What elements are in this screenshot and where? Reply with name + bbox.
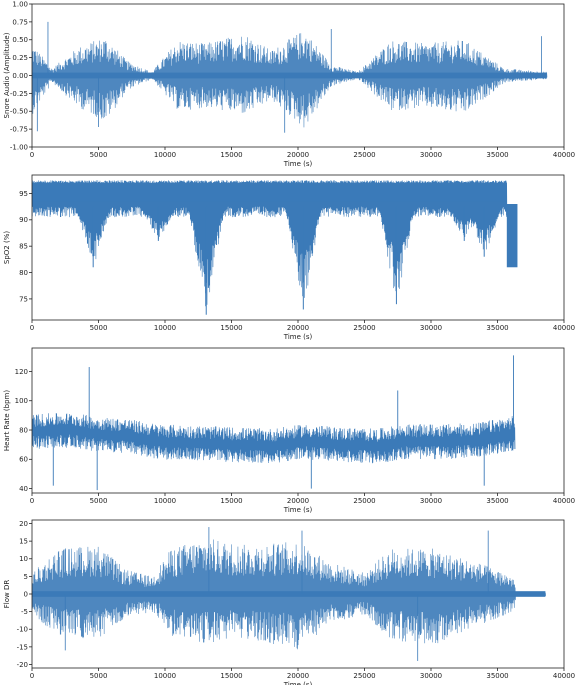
x-tick-label: 35000 <box>486 497 508 505</box>
x-tick-label: 20000 <box>287 324 309 332</box>
x-tick-label: 25000 <box>353 497 375 505</box>
x-tick-label: 10000 <box>154 497 176 505</box>
x-tick-label: 0 <box>30 497 34 505</box>
x-tick-label: 15000 <box>220 151 242 159</box>
x-tick-label: 15000 <box>220 497 242 505</box>
y-tick-label: 40 <box>19 485 28 493</box>
series-line-heart-rate <box>32 413 516 464</box>
x-tick-label: 5000 <box>90 151 108 159</box>
x-tick-label: 25000 <box>353 672 375 680</box>
x-axis-label: Time (s) <box>283 333 313 341</box>
x-tick-label: 0 <box>30 151 34 159</box>
y-tick-label: 80 <box>19 426 28 434</box>
y-axis-label: Heart Rate (bpm) <box>3 390 11 451</box>
x-tick-label: 35000 <box>486 324 508 332</box>
y-tick-label: 60 <box>19 456 28 464</box>
y-tick-label: -5 <box>21 608 28 616</box>
x-tick-label: 0 <box>30 672 34 680</box>
y-tick-label: 75 <box>19 295 28 303</box>
chart-panel-flow_dr: 0 5000 10000 15000 20000 25000 30000 35000 40000… <box>3 519 575 685</box>
x-tick-label: 35000 <box>486 672 508 680</box>
x-axis-label: Time (s) <box>283 681 313 685</box>
chart-panel-spo2: 0 5000 10000 15000 20000 25000 30000 35000 40000… <box>3 174 575 341</box>
y-tick-label: 0.25 <box>12 54 28 62</box>
y-tick-label: -10 <box>17 626 28 634</box>
y-tick-label: -0.25 <box>10 90 28 98</box>
x-tick-label: 30000 <box>420 672 442 680</box>
y-axis-label: Snore Audio (Amplitude) <box>3 32 11 118</box>
y-tick-label: 10 <box>19 555 28 563</box>
chart-panel-snore: 0 5000 10000 15000 20000 25000 30000 35000 40000… <box>3 0 575 168</box>
x-tick-label: 30000 <box>420 324 442 332</box>
plot-area-spo2 <box>32 180 518 315</box>
y-tick-label: 100 <box>15 397 28 405</box>
x-tick-label: 35000 <box>486 151 508 159</box>
x-tick-label: 20000 <box>287 151 309 159</box>
y-tick-label: 85 <box>19 243 28 251</box>
tail-block-spo2 <box>506 204 518 268</box>
baseline-band-spo2 <box>32 185 507 202</box>
x-tick-label: 20000 <box>287 497 309 505</box>
y-tick-label: 5 <box>24 573 28 581</box>
y-tick-label: -15 <box>17 643 28 651</box>
x-tick-label: 30000 <box>420 151 442 159</box>
x-tick-label: 5000 <box>90 672 108 680</box>
y-axis-label: SpO2 (%) <box>3 231 11 264</box>
y-tick-label: 0.00 <box>12 72 28 80</box>
x-tick-label: 40000 <box>553 672 575 680</box>
y-tick-label: -20 <box>17 661 28 669</box>
x-tick-label: 25000 <box>353 324 375 332</box>
x-tick-label: 5000 <box>90 324 108 332</box>
x-axis-label: Time (s) <box>283 506 313 514</box>
plot-area-heart_rate <box>32 355 516 491</box>
y-tick-label: 15 <box>19 538 28 546</box>
x-tick-label: 40000 <box>553 324 575 332</box>
y-axis-label: Flow DR <box>3 580 11 609</box>
baseline-band-snore <box>32 72 547 79</box>
y-tick-label: 80 <box>19 269 28 277</box>
x-tick-label: 25000 <box>353 151 375 159</box>
x-tick-label: 40000 <box>553 497 575 505</box>
y-tick-label: 1.00 <box>12 0 28 8</box>
x-tick-label: 20000 <box>287 672 309 680</box>
x-axis-label: Time (s) <box>283 160 313 168</box>
series-line-flow_dr <box>32 539 546 650</box>
chart-panel-heart_rate: 0 5000 10000 15000 20000 25000 30000 35000 40000… <box>3 347 575 514</box>
y-tick-label: 0 <box>24 590 28 598</box>
y-tick-label: 20 <box>19 520 28 528</box>
x-tick-label: 5000 <box>90 497 108 505</box>
x-tick-label: 15000 <box>220 672 242 680</box>
y-tick-label: 90 <box>19 216 28 224</box>
plot-area-flow_dr <box>32 527 546 661</box>
x-tick-label: 40000 <box>553 151 575 159</box>
x-tick-label: 10000 <box>154 324 176 332</box>
x-tick-label: 10000 <box>154 151 176 159</box>
x-tick-label: 30000 <box>420 497 442 505</box>
plot-area-snore <box>32 21 548 133</box>
x-tick-label: 0 <box>30 324 34 332</box>
y-tick-label: 0.50 <box>12 36 28 44</box>
y-tick-label: 120 <box>15 368 28 376</box>
y-tick-label: 95 <box>19 190 28 198</box>
baseline-band-flow_dr <box>32 591 546 597</box>
y-tick-label: -0.50 <box>10 108 28 116</box>
x-tick-label: 15000 <box>220 324 242 332</box>
y-tick-label: -0.75 <box>10 126 28 134</box>
y-tick-label: 0.75 <box>12 18 28 26</box>
y-tick-label: -1.00 <box>10 143 28 151</box>
x-tick-label: 10000 <box>154 672 176 680</box>
